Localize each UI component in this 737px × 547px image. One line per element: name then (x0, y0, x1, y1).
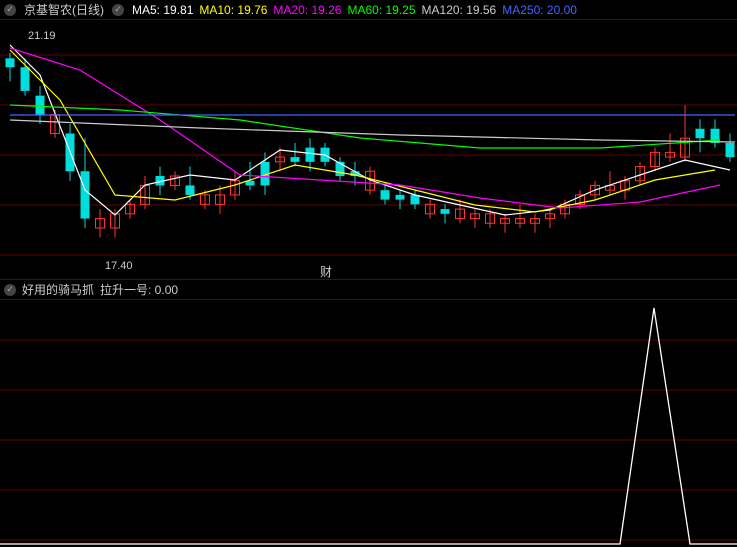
cai-marker: 财 (320, 263, 332, 280)
ma-label: MA20: 19.26 (273, 3, 341, 17)
price-low-label: 17.40 (105, 260, 133, 272)
price-high-label: 21.19 (28, 30, 56, 42)
sub-series-label: 拉升一号: 0.00 (100, 281, 178, 298)
indicator-name: 好用的骑马抓 (22, 281, 94, 298)
stock-title: 京基智农(日线) (24, 1, 104, 18)
main-header: ✓ 京基智农(日线) ✓ MA5: 19.81 MA10: 19.76 MA20: … (0, 0, 737, 20)
ma-label: MA120: 19.56 (422, 3, 497, 17)
indicator-chart[interactable] (0, 300, 737, 547)
ma-label: MA10: 19.76 (199, 3, 267, 17)
ma-label: MA60: 19.25 (347, 3, 415, 17)
ma-label: MA5: 19.81 (132, 3, 193, 17)
sub-collapse-icon[interactable]: ✓ (4, 284, 16, 296)
candlestick-chart[interactable]: 21.19 17.40 财 (0, 20, 737, 280)
collapse-icon[interactable]: ✓ (4, 4, 16, 16)
ma-indicators: MA5: 19.81 MA10: 19.76 MA20: 19.26 MA60: 19… (132, 3, 583, 17)
ma-toggle-icon[interactable]: ✓ (112, 4, 124, 16)
ma-label: MA250: 20.00 (502, 3, 577, 17)
sub-header: ✓ 好用的骑马抓 拉升一号: 0.00 (0, 280, 737, 300)
